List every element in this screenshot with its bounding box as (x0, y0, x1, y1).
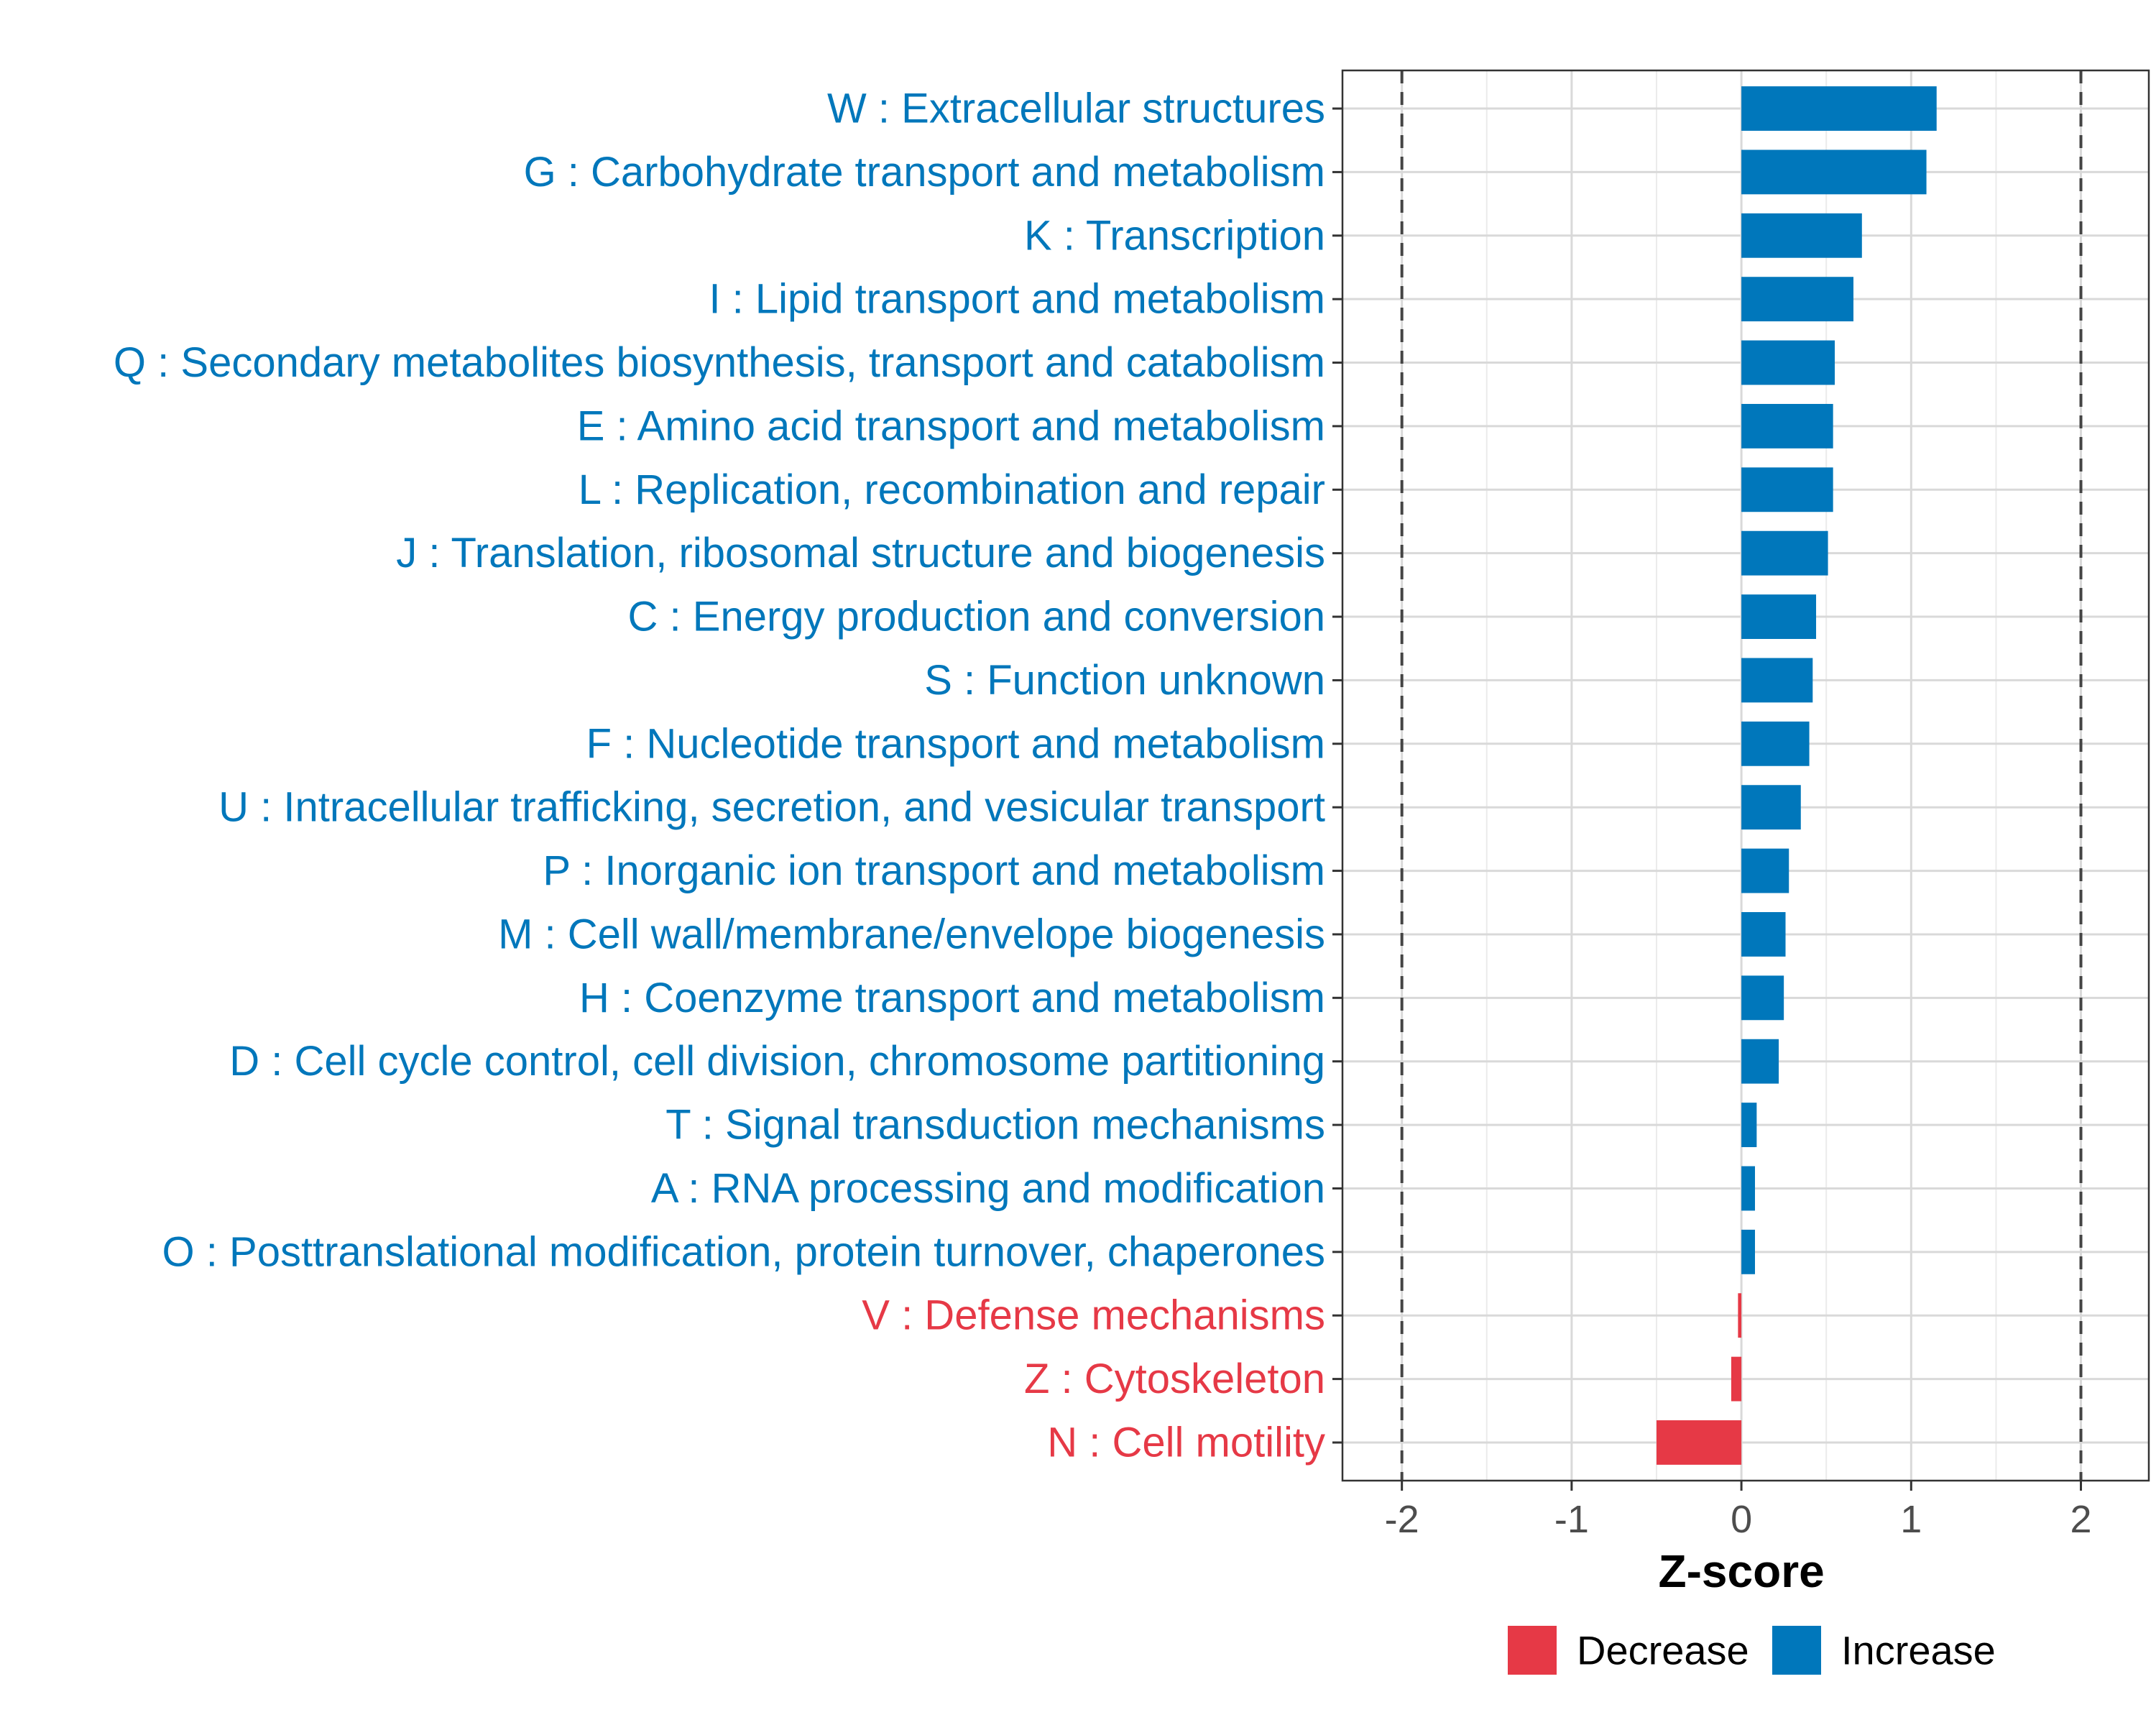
bar (1741, 848, 1789, 893)
category-label: Z : Cytoskeleton (1024, 1356, 1325, 1402)
bar (1741, 86, 1937, 131)
category-label: F : Nucleotide transport and metabolism (586, 720, 1325, 767)
category-label: N : Cell motility (1047, 1419, 1325, 1466)
category-label: I : Lipid transport and metabolism (709, 276, 1325, 323)
category-label: E : Amino acid transport and metabolism (577, 402, 1325, 449)
category-label: H : Coenzyme transport and metabolism (579, 975, 1325, 1021)
bar (1731, 1356, 1742, 1402)
x-axis-title: Z-score (1659, 1545, 1825, 1597)
category-label: K : Transcription (1024, 212, 1325, 259)
bar (1741, 1103, 1757, 1148)
x-tick-label: 0 (1731, 1498, 1752, 1541)
bar (1741, 658, 1813, 703)
reference-lines (1400, 70, 2083, 1481)
category-label: Q : Secondary metabolites biosynthesis, … (114, 339, 1325, 386)
bar (1738, 1293, 1742, 1338)
category-label: L : Replication, recombination and repai… (579, 466, 1325, 513)
bar (1741, 340, 1835, 385)
bar (1741, 785, 1801, 830)
category-label: P : Inorganic ion transport and metaboli… (543, 847, 1325, 894)
bar (1741, 721, 1810, 766)
category-label: S : Function unknown (924, 657, 1325, 704)
legend-key-increase (1772, 1626, 1821, 1675)
bar (1741, 467, 1833, 512)
bar (1741, 530, 1828, 576)
x-axis-ticks: -2 -1 0 1 2 (1385, 1481, 2092, 1541)
category-label: J : Translation, ribosomal structure and… (396, 530, 1325, 576)
bar (1656, 1420, 1742, 1465)
category-label: G : Carbohydrate transport and metabolis… (524, 149, 1325, 196)
bar (1741, 975, 1784, 1021)
x-tick-label: 1 (1900, 1498, 1922, 1541)
bars (1656, 86, 1937, 1465)
legend: Decrease Increase (1508, 1626, 1996, 1675)
category-label: V : Defense mechanisms (862, 1292, 1325, 1339)
category-label: D : Cell cycle control, cell division, c… (229, 1038, 1325, 1085)
category-label: O : Posttranslational modification, prot… (162, 1228, 1325, 1275)
legend-label-decrease: Decrease (1577, 1628, 1749, 1673)
bar (1741, 1229, 1755, 1274)
bar (1741, 1039, 1779, 1084)
y-axis-ticks: W : Extracellular structures G : Carbohyd… (114, 86, 1342, 1466)
x-tick-label: -1 (1554, 1498, 1589, 1541)
category-label: M : Cell wall/membrane/envelope biogenes… (498, 911, 1325, 957)
category-label: A : RNA processing and modification (651, 1165, 1325, 1212)
category-label: C : Energy production and conversion (628, 594, 1325, 640)
bar (1741, 594, 1817, 639)
plot-panel-border (1341, 69, 2150, 1482)
bar (1741, 150, 1927, 195)
category-label: T : Signal transduction mechanisms (665, 1102, 1325, 1149)
category-label: U : Intracellular trafficking, secretion… (218, 784, 1325, 831)
x-tick-label: -2 (1385, 1498, 1419, 1541)
bar (1741, 1166, 1755, 1211)
bar (1741, 912, 1786, 957)
x-tick-label: 2 (2070, 1498, 2091, 1541)
legend-key-decrease (1508, 1626, 1557, 1675)
category-label: W : Extracellular structures (827, 86, 1325, 132)
bar (1741, 213, 1862, 258)
bar (1741, 277, 1853, 322)
legend-label-increase: Increase (1841, 1628, 1996, 1673)
bar (1741, 403, 1833, 448)
